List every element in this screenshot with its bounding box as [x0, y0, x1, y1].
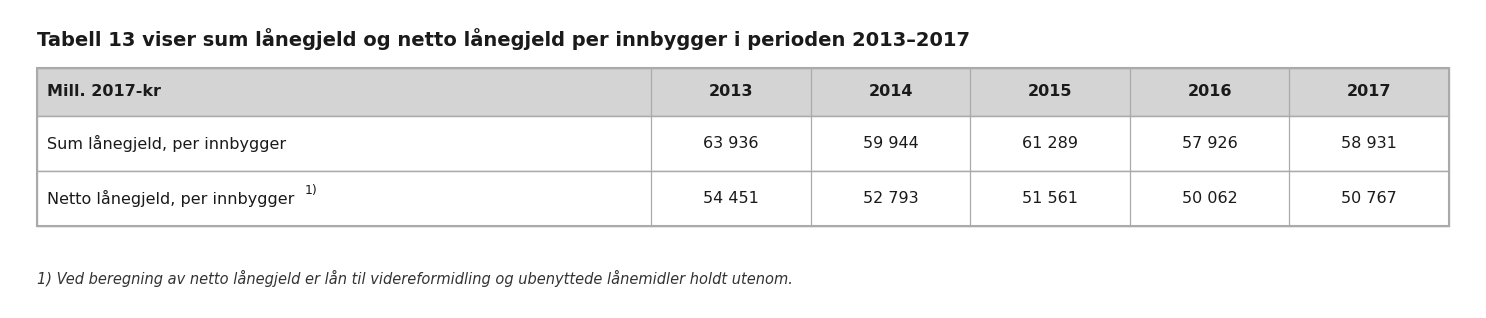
- Bar: [37, 116, 1449, 171]
- Text: 63 936: 63 936: [703, 136, 759, 151]
- Text: 57 926: 57 926: [1181, 136, 1238, 151]
- Text: 1) Ved beregning av netto lånegjeld er lån til videreformidling og ubenyttede lå: 1) Ved beregning av netto lånegjeld er l…: [37, 270, 794, 287]
- Text: Mill. 2017-kr: Mill. 2017-kr: [48, 85, 160, 100]
- Text: 61 289: 61 289: [1022, 136, 1077, 151]
- Text: 54 451: 54 451: [703, 191, 759, 206]
- Text: 58 931: 58 931: [1342, 136, 1397, 151]
- Text: 2014: 2014: [868, 85, 912, 100]
- Bar: [37, 68, 1449, 226]
- Text: 2015: 2015: [1028, 85, 1073, 100]
- Text: Sum lånegjeld, per innbygger: Sum lånegjeld, per innbygger: [48, 135, 287, 152]
- Text: 50 062: 50 062: [1181, 191, 1238, 206]
- Text: Tabell 13 viser sum lånegjeld og netto lånegjeld per innbygger i perioden 2013–2: Tabell 13 viser sum lånegjeld og netto l…: [37, 28, 970, 50]
- Text: 2017: 2017: [1346, 85, 1391, 100]
- Text: 50 767: 50 767: [1342, 191, 1397, 206]
- Text: 1): 1): [305, 184, 318, 197]
- Text: Netto lånegjeld, per innbygger: Netto lånegjeld, per innbygger: [48, 190, 294, 207]
- Bar: [37, 68, 1449, 116]
- Text: 51 561: 51 561: [1022, 191, 1077, 206]
- Text: 2016: 2016: [1187, 85, 1232, 100]
- Text: 59 944: 59 944: [863, 136, 918, 151]
- Text: 52 793: 52 793: [863, 191, 918, 206]
- Text: 2013: 2013: [709, 85, 753, 100]
- Bar: [37, 171, 1449, 226]
